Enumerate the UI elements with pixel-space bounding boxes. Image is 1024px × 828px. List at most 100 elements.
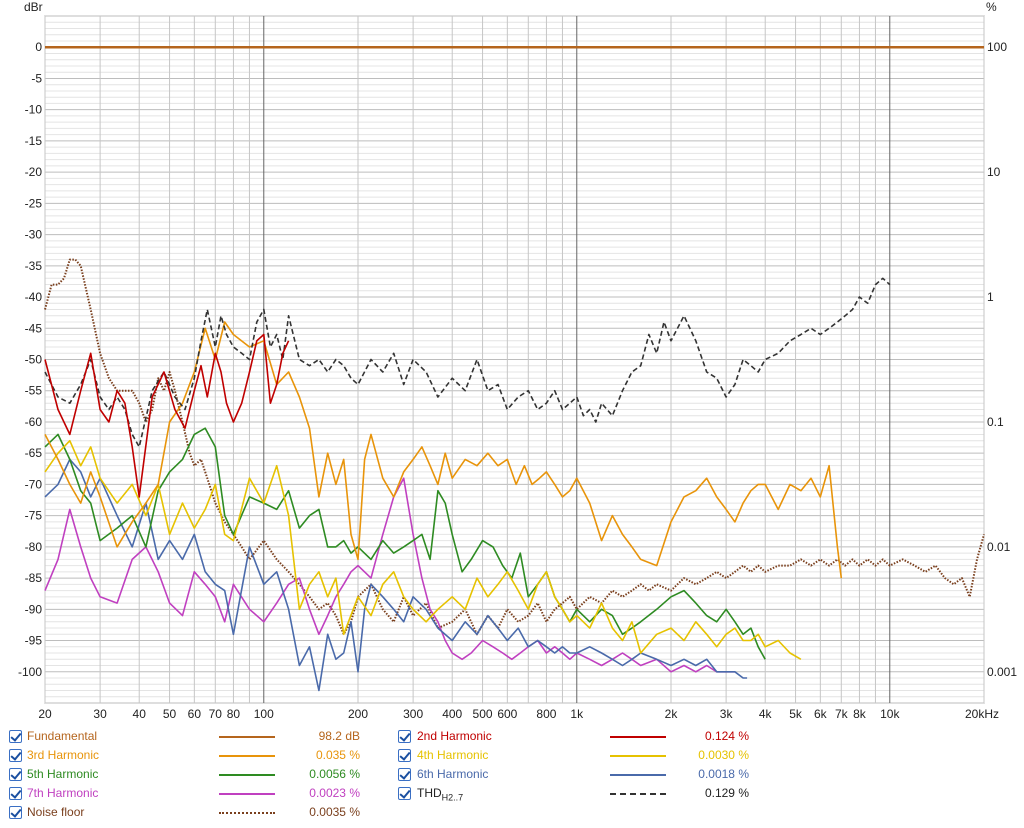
x-axis-ticks: 20 30 40 50 60 70 80 100 200 300 400 500 600 800 1k 2k 3… (38, 707, 999, 721)
legend-checkbox-thd[interactable] (398, 787, 411, 800)
x-tick-label: 60 (188, 707, 202, 721)
y-tick-label-left: -95 (25, 634, 43, 648)
x-tick-label: 20kHz (965, 707, 999, 721)
y-tick-label-right: 1 (987, 290, 994, 304)
series-line-thd (44, 277, 891, 448)
x-tick-label: 10k (880, 707, 900, 721)
legend-row-fundamental: Fundamental 98.2 dB (0, 727, 1024, 746)
y-tick-label-right: 0.1 (987, 415, 1004, 429)
legend-checkbox-noise-floor[interactable] (9, 806, 22, 819)
legend-name-fundamental: Fundamental (27, 729, 98, 743)
legend-checkbox-3rd-harmonic[interactable] (9, 749, 22, 762)
legend-name-6th-harmonic: 6th Harmonic (417, 767, 489, 781)
y-tick-label-right: 0.01 (987, 540, 1011, 554)
x-tick-label: 40 (133, 707, 147, 721)
legend-checkbox-fundamental[interactable] (9, 730, 22, 743)
x-tick-label: 3k (720, 707, 734, 721)
y-tick-label-left: -25 (25, 196, 43, 210)
y-tick-label-left: -35 (25, 259, 43, 273)
x-tick-label: 400 (442, 707, 462, 721)
legend-value-noise-floor: 0.0035 % (309, 805, 360, 819)
y-tick-label-left: -5 (31, 71, 42, 85)
y-tick-label-left: 0 (35, 40, 42, 54)
legend-name-7th-harmonic: 7th Harmonic (27, 786, 99, 800)
legend-value-4th-harmonic: 0.0030 % (698, 748, 749, 762)
legend: Fundamental 98.2 dB 2nd Harmonic 0.124 % 3rd… (0, 727, 1024, 827)
y-axis-left-ticks: 0 -5 -10 -15 -20 -25 -30 -35 -40 -45 -50 -55 -60 -65 -… (18, 40, 42, 679)
legend-name-subscript: H2..7 (441, 792, 464, 803)
x-tick-label: 20 (38, 707, 52, 721)
y-tick-label-left: -50 (25, 353, 43, 367)
y-tick-label-right: 100 (987, 40, 1007, 54)
series-line-5th-harmonic (44, 427, 766, 660)
x-tick-label: 4k (759, 707, 773, 721)
legend-swatch-2nd-harmonic (610, 736, 666, 738)
legend-row-2nd-harmonic: 2nd Harmonic 0.124 % (0, 727, 1024, 746)
y-axis-right-label: % (986, 0, 997, 14)
y-tick-label-left: -60 (25, 415, 43, 429)
legend-name-thd: THDH2..7 (417, 786, 464, 803)
x-tick-label: 500 (473, 707, 493, 721)
legend-row-6th-harmonic: 6th Harmonic 0.0018 % (0, 765, 1024, 784)
y-axis-right-ticks: 100 10 1 0.1 0.01 0.001 (987, 40, 1017, 679)
legend-swatch-4th-harmonic (610, 755, 666, 757)
series-line-2nd-harmonic (44, 333, 290, 498)
legend-checkbox-6th-harmonic[interactable] (398, 768, 411, 781)
y-tick-label-right: 0.001 (987, 665, 1017, 679)
y-tick-label-left: -85 (25, 571, 43, 585)
x-tick-label: 1k (570, 707, 584, 721)
legend-checkbox-7th-harmonic[interactable] (9, 787, 22, 800)
y-axis-left-label: dBr (24, 0, 43, 14)
legend-value-7th-harmonic: 0.0023 % (309, 786, 360, 800)
x-tick-label: 50 (163, 707, 177, 721)
legend-row-5th-harmonic: 5th Harmonic 0.0056 % (0, 765, 1024, 784)
y-tick-label-left: -55 (25, 384, 43, 398)
legend-row-noise-floor: Noise floor 0.0035 % (0, 803, 1024, 822)
legend-value-6th-harmonic: 0.0018 % (698, 767, 749, 781)
legend-name-4th-harmonic: 4th Harmonic (417, 748, 489, 762)
y-tick-label-left: -45 (25, 321, 43, 335)
legend-swatch-3rd-harmonic (219, 755, 275, 757)
legend-value-fundamental: 98.2 dB (318, 729, 360, 743)
legend-swatch-5th-harmonic (219, 774, 275, 776)
grid (44, 15, 985, 704)
legend-row-4th-harmonic: 4th Harmonic 0.0030 % (0, 746, 1024, 765)
series-line-4th-harmonic (44, 439, 802, 660)
y-tick-label-right: 10 (987, 165, 1001, 179)
legend-value-thd: 0.129 % (704, 786, 749, 800)
y-tick-label-left: -30 (25, 228, 43, 242)
legend-swatch-fundamental (219, 736, 275, 738)
series-line-6th-harmonic (44, 458, 748, 692)
y-tick-label-left: -15 (25, 134, 43, 148)
legend-swatch-6th-harmonic (610, 774, 666, 776)
y-tick-label-left: -20 (25, 165, 43, 179)
legend-checkbox-2nd-harmonic[interactable] (398, 730, 411, 743)
x-tick-label: 800 (536, 707, 556, 721)
legend-value-3rd-harmonic: 0.035 % (315, 748, 360, 762)
legend-row-thd: THDH2..7 0.129 % (0, 784, 1024, 803)
legend-name-noise-floor: Noise floor (27, 805, 85, 819)
x-tick-label: 200 (348, 707, 368, 721)
legend-swatch-thd (610, 793, 666, 795)
x-tick-label: 8k (853, 707, 867, 721)
series-line-3rd-harmonic (44, 321, 843, 579)
y-tick-label-left: -10 (25, 103, 43, 117)
x-tick-label: 80 (227, 707, 241, 721)
legend-checkbox-4th-harmonic[interactable] (398, 749, 411, 762)
y-tick-label-left: -40 (25, 290, 43, 304)
legend-row-7th-harmonic: 7th Harmonic 0.0023 % (0, 784, 1024, 803)
legend-name-5th-harmonic: 5th Harmonic (27, 767, 99, 781)
x-tick-label: 70 (209, 707, 223, 721)
legend-row-3rd-harmonic: 3rd Harmonic 0.035 % (0, 746, 1024, 765)
x-tick-label: 5k (789, 707, 803, 721)
x-tick-label: 6k (814, 707, 828, 721)
distortion-chart: dBr % 20 30 40 50 60 70 80 100 200 300 400 500 600 80… (18, 0, 1017, 721)
y-tick-label-left: -80 (25, 540, 43, 554)
legend-value-5th-harmonic: 0.0056 % (309, 767, 360, 781)
y-tick-label-left: -75 (25, 509, 43, 523)
legend-checkbox-5th-harmonic[interactable] (9, 768, 22, 781)
x-tick-label: 100 (254, 707, 274, 721)
y-tick-label-left: -65 (25, 446, 43, 460)
legend-value-2nd-harmonic: 0.124 % (704, 729, 749, 743)
x-tick-label: 600 (497, 707, 517, 721)
